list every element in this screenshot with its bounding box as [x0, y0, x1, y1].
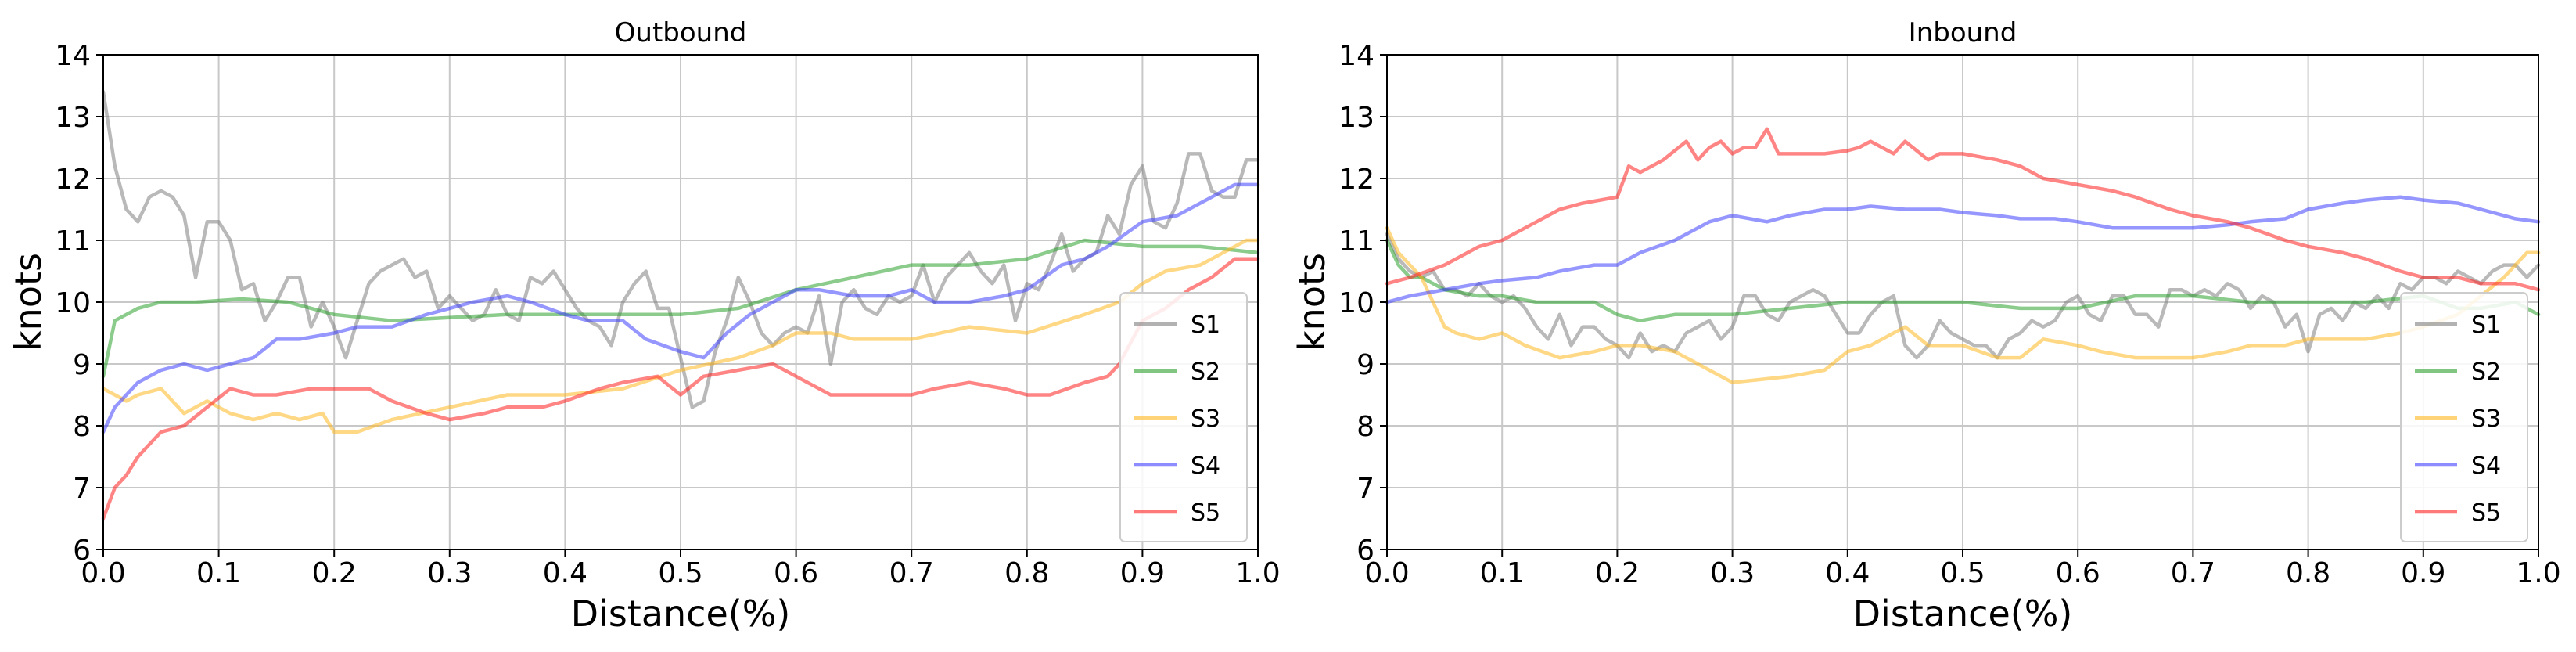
x-tick-label: 1.0 [1235, 557, 1280, 589]
x-tick-label: 0.2 [1595, 557, 1640, 589]
y-tick-label: 9 [1356, 349, 1374, 381]
series-line-s2 [1385, 238, 2541, 322]
legend-label-s5: S5 [2471, 499, 2501, 527]
chart-inbound: Inbound Distance(%) knots 0.0 0.1 0.2 0.3 0.… [1291, 17, 2561, 635]
chart-title: Outbound [615, 17, 747, 49]
y-tick-label: 6 [1356, 535, 1374, 567]
y-tick-label: 13 [1338, 102, 1374, 134]
y-tick-label: 11 [55, 225, 91, 258]
x-tick-label: 0.2 [312, 557, 357, 589]
x-tick-label: 1.0 [2516, 557, 2560, 589]
x-tick-label: 0.6 [2056, 557, 2100, 589]
legend-label-s1: S1 [1191, 312, 1220, 339]
series-line-s3 [1385, 225, 2541, 384]
x-tick-label: 0.1 [196, 557, 241, 589]
y-tick-label: 12 [1338, 164, 1374, 196]
series-lines [1385, 127, 2541, 384]
legend-label-s5: S5 [1191, 499, 1220, 527]
legend-label-s4: S4 [2471, 452, 2501, 480]
y-tick-label: 9 [73, 349, 91, 381]
legend-label-s3: S3 [2471, 405, 2501, 433]
x-tick-label: 0.5 [1940, 557, 1985, 589]
series-line-s2 [101, 238, 1260, 379]
series-line-s4 [1385, 195, 2541, 304]
y-tick-label: 7 [73, 473, 91, 505]
y-tick-label: 13 [55, 102, 91, 134]
legend-label-s2: S2 [1191, 358, 1220, 386]
x-tick-label: 0.3 [1710, 557, 1755, 589]
y-tick-label: 10 [55, 287, 91, 319]
x-tick-label: 0.4 [1825, 557, 1870, 589]
x-tick-label: 0.7 [889, 557, 934, 589]
series-line-s1 [1385, 232, 2541, 360]
chart-outbound: Outbound Distance(%) knots 0.0 0.1 0.2 0.3 0… [7, 17, 1281, 635]
legend-box [2400, 292, 2528, 542]
x-tick-label: 0.8 [2286, 557, 2330, 589]
series-line-s5 [1385, 127, 2541, 292]
x-tick-label: 0.3 [427, 557, 472, 589]
y-tick-label: 10 [1338, 287, 1374, 319]
x-tick-label: 0.9 [2401, 557, 2445, 589]
x-axis-label: Distance(%) [571, 593, 791, 635]
y-tick-label: 11 [1338, 225, 1374, 258]
x-tick-label: 0.4 [543, 557, 587, 589]
y-tick-label: 6 [73, 535, 91, 567]
x-tick-label: 0.8 [1004, 557, 1049, 589]
legend-box [1119, 292, 1248, 542]
x-tick-label: 0.5 [658, 557, 702, 589]
y-tick-label: 8 [73, 411, 91, 443]
legend-label-s1: S1 [2471, 312, 2501, 339]
x-tick-label: 0.7 [2171, 557, 2215, 589]
y-tick-label: 14 [1338, 40, 1374, 72]
y-axis-label: knots [1291, 253, 1333, 351]
axes-ticks: 0.0 0.1 0.2 0.3 0.4 0.5 0.6 0.7 0.8 0.9 1.0 6 7 8 9 10 1… [55, 40, 1280, 589]
y-axis-label: knots [7, 253, 49, 351]
series-line-s4 [101, 182, 1260, 434]
axes-ticks: 0.0 0.1 0.2 0.3 0.4 0.5 0.6 0.7 0.8 0.9 1.0 6 7 8 9 10 1… [1338, 40, 2560, 589]
y-tick-label: 12 [55, 164, 91, 196]
legend-label-s4: S4 [1191, 452, 1220, 480]
x-tick-label: 0.0 [1364, 557, 1409, 589]
chart-title: Inbound [1909, 17, 2017, 49]
x-tick-label: 0.6 [774, 557, 818, 589]
y-tick-label: 7 [1356, 473, 1374, 505]
x-axis-label: Distance(%) [1853, 593, 2073, 635]
legend-label-s2: S2 [2471, 358, 2501, 386]
series-line-s5 [101, 257, 1260, 521]
legend: S1 S2 S3 S4 S5 [2400, 292, 2528, 542]
legend: S1 S2 S3 S4 S5 [1119, 292, 1248, 542]
x-tick-label: 0.1 [1480, 557, 1525, 589]
x-tick-label: 0.9 [1120, 557, 1165, 589]
y-tick-label: 14 [55, 40, 91, 72]
x-tick-label: 0.0 [81, 557, 125, 589]
legend-label-s3: S3 [1191, 405, 1220, 433]
y-tick-label: 8 [1356, 411, 1374, 443]
